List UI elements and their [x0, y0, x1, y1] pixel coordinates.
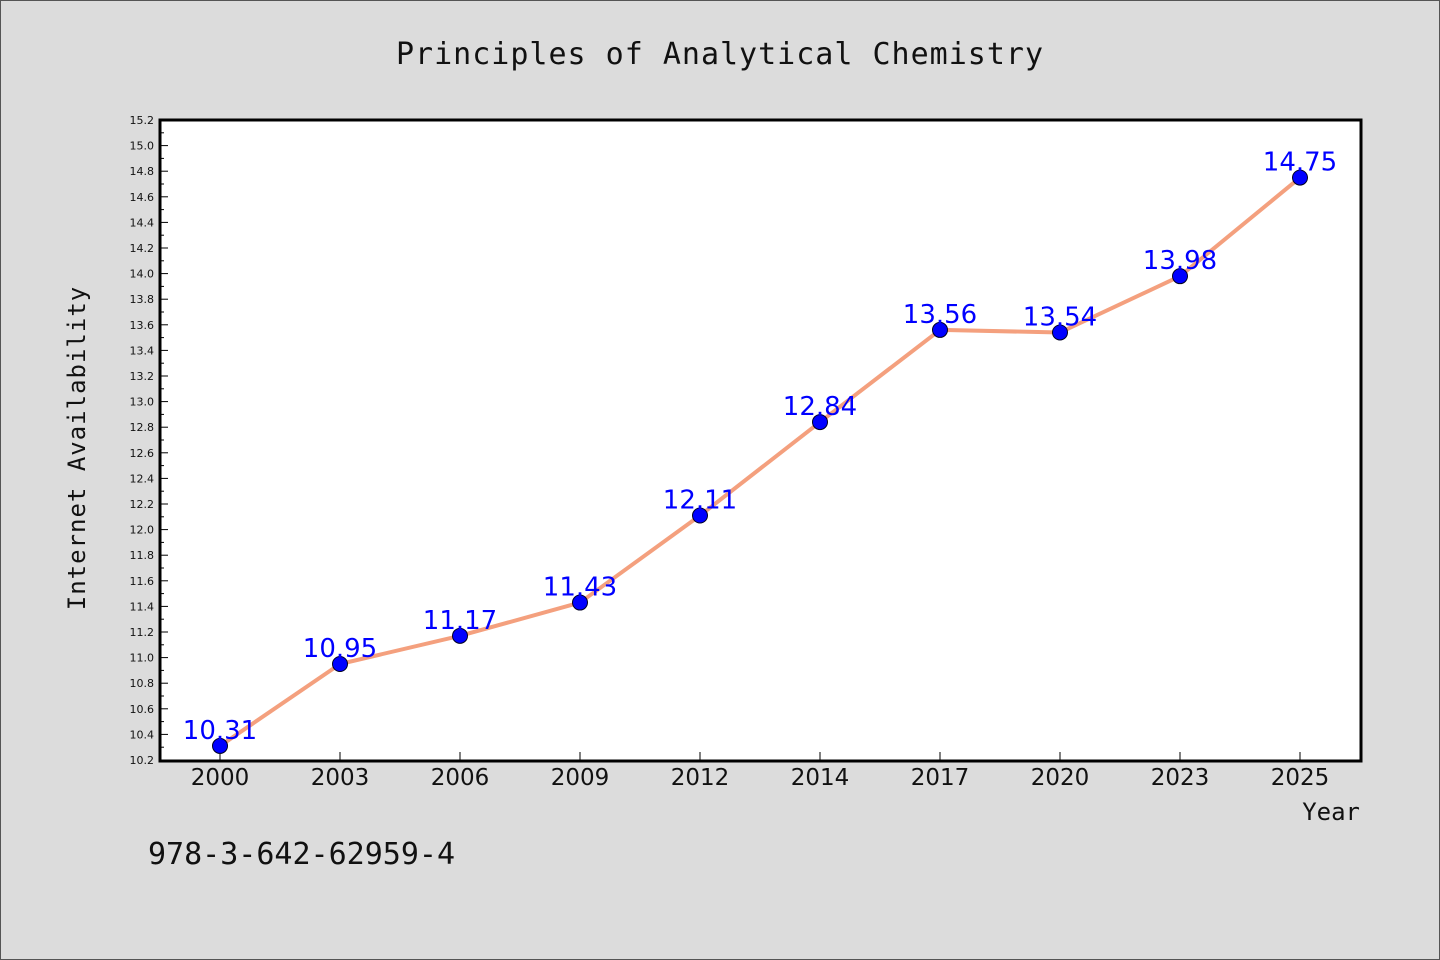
y-tick-label: 11.2 — [130, 626, 155, 639]
y-tick-label: 14.2 — [130, 242, 155, 255]
y-tick-label: 13.8 — [130, 293, 155, 306]
chart-title: Principles of Analytical Chemistry — [396, 37, 1044, 72]
y-tick-label: 12.4 — [130, 472, 155, 485]
data-label: 11.43 — [543, 573, 617, 603]
y-tick-label: 13.4 — [130, 344, 155, 357]
x-tick-label: 2009 — [551, 765, 610, 791]
y-tick-label: 11.8 — [130, 549, 155, 562]
y-tick-label: 13.2 — [130, 370, 155, 383]
data-point — [1292, 169, 1308, 186]
y-tick-label: 10.2 — [130, 754, 155, 767]
y-tick-label: 12.0 — [130, 524, 155, 537]
x-axis: 2000 2003 2006 2009 2012 2014 2017 2020 2023 2025 — [191, 752, 1330, 791]
x-axis-label: Year — [1302, 798, 1360, 826]
y-tick-label: 15.2 — [130, 114, 155, 127]
data-point — [1052, 324, 1068, 341]
y-tick-label: 15.0 — [130, 140, 155, 153]
y-tick-label: 11.4 — [130, 600, 155, 613]
series-line — [218, 175, 1302, 748]
data-label: 11.17 — [423, 606, 497, 636]
y-tick-label: 14.8 — [130, 165, 155, 178]
x-tick-label: 2000 — [191, 765, 250, 791]
x-tick-label: 2014 — [791, 765, 850, 791]
x-tick-label: 2020 — [1031, 765, 1090, 791]
data-point — [932, 321, 948, 338]
data-point — [332, 656, 348, 672]
x-tick-label: 2012 — [671, 765, 730, 791]
y-tick-label: 14.0 — [130, 268, 155, 281]
data-point — [1172, 268, 1188, 285]
isbn-text: 978-3-642-62959-4 — [148, 837, 455, 872]
y-tick-label: 14.4 — [130, 216, 155, 229]
x-tick-label: 2017 — [911, 765, 970, 791]
x-tick-label: 2003 — [311, 765, 370, 791]
data-label: 10.31 — [183, 716, 257, 746]
data-point — [572, 594, 588, 611]
y-axis: 10.2 10.4 10.6 10.8 11.0 11.2 11.4 11.6 11.8 12.0… — [130, 114, 168, 767]
data-point — [812, 414, 828, 431]
y-tick-label: 10.4 — [130, 728, 155, 741]
y-tick-label: 10.8 — [130, 677, 155, 690]
series-layer: 10.31 10.95 11.17 11.43 12.11 12.84 13.56 13.54… — [183, 148, 1337, 754]
y-axis-label: Internet Availability — [63, 286, 91, 610]
y-tick-label: 14.6 — [130, 191, 155, 204]
y-tick-label: 13.0 — [130, 396, 155, 409]
y-tick-label: 11.0 — [130, 652, 155, 665]
data-label: 12.84 — [783, 392, 857, 422]
y-tick-label: 13.6 — [130, 319, 155, 332]
data-point — [212, 737, 228, 754]
y-tick-label: 12.8 — [130, 421, 155, 434]
plot-border — [158, 118, 1363, 763]
data-label: 10.95 — [303, 634, 377, 664]
data-label: 12.11 — [663, 486, 737, 516]
y-tick-label: 12.6 — [130, 447, 155, 460]
y-tick-label: 11.6 — [130, 575, 155, 588]
y-tick-label: 12.2 — [130, 498, 155, 511]
data-label: 13.56 — [903, 300, 977, 330]
data-label: 14.75 — [1263, 148, 1337, 178]
data-label: 13.54 — [1023, 302, 1097, 332]
data-label: 13.98 — [1143, 246, 1217, 276]
x-tick-label: 2023 — [1151, 765, 1210, 791]
x-tick-label: 2025 — [1271, 765, 1330, 791]
data-point — [452, 627, 468, 644]
plot-area — [160, 120, 1361, 761]
y-tick-label: 10.6 — [130, 703, 155, 716]
x-tick-label: 2006 — [431, 765, 490, 791]
data-point — [692, 507, 708, 524]
